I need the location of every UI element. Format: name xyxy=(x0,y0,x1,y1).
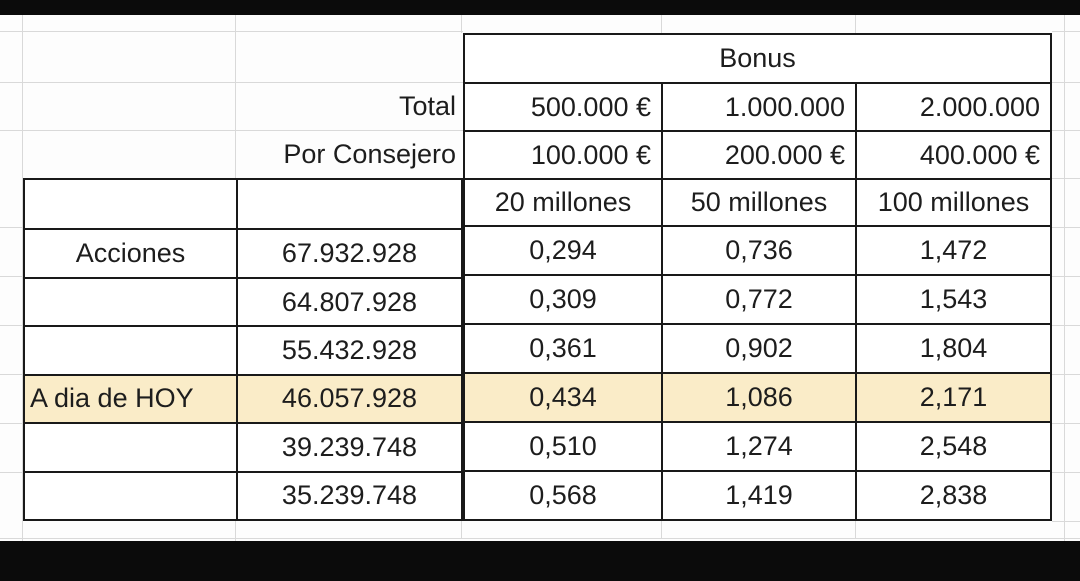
share-label-cell[interactable] xyxy=(25,325,236,373)
share-label-cell-hoy[interactable]: A dia de HOY xyxy=(25,373,236,423)
per-consejero-cell-100k[interactable]: 100.000 € xyxy=(465,130,661,178)
gridline xyxy=(1052,276,1080,277)
ratio-cell[interactable]: 0,510 xyxy=(465,421,661,470)
share-value-cell[interactable]: 39.239.748 xyxy=(236,422,461,471)
gridline xyxy=(235,15,236,178)
gridline xyxy=(1052,31,1080,32)
ratio-cell[interactable]: 0,736 xyxy=(661,225,855,274)
gridline xyxy=(461,521,462,539)
per-consejero-cell-200k[interactable]: 200.000 € xyxy=(661,130,855,178)
gridline xyxy=(235,521,236,541)
ratio-cell[interactable]: 1,419 xyxy=(661,470,855,519)
gridline xyxy=(1052,374,1080,375)
gridline xyxy=(1052,82,1080,83)
ratio-cell[interactable]: 1,472 xyxy=(855,225,1050,274)
share-table: Acciones 67.932.928 64.807.928 55.432.92… xyxy=(23,178,463,521)
share-label-cell[interactable] xyxy=(25,276,236,325)
share-value-cell-highlighted[interactable]: 46.057.928 xyxy=(236,373,461,423)
per-consejero-cell-400k[interactable]: 400.000 € xyxy=(855,130,1050,178)
gridline xyxy=(0,130,463,131)
bonus-total-cell-1m[interactable]: 1.000.000 xyxy=(661,82,855,130)
gridline xyxy=(1052,130,1080,131)
ratio-cell-highlighted[interactable]: 1,086 xyxy=(661,372,855,421)
share-label-cell-acciones[interactable]: Acciones xyxy=(25,228,236,276)
gridline xyxy=(1052,472,1080,473)
share-label-cell[interactable] xyxy=(25,180,236,228)
share-value-cell[interactable]: 35.239.748 xyxy=(236,470,461,519)
gridline xyxy=(661,15,662,33)
ratio-cell[interactable]: 1,804 xyxy=(855,323,1050,372)
gridline xyxy=(0,82,463,83)
gridline xyxy=(855,15,856,33)
threshold-cell-50m[interactable]: 50 millones xyxy=(661,178,855,225)
spreadsheet-grid: Total Por Consejero Bonus 500.000 € 1.00… xyxy=(0,15,1080,541)
ratio-cell-highlighted[interactable]: 0,434 xyxy=(465,372,661,421)
threshold-cell-100m[interactable]: 100 millones xyxy=(855,178,1050,225)
gridline xyxy=(1064,15,1065,541)
letterbox-top xyxy=(0,0,1080,15)
threshold-cell-20m[interactable]: 20 millones xyxy=(465,178,661,225)
share-value-cell[interactable]: 55.432.928 xyxy=(236,325,461,374)
cell-por-consejero-label[interactable]: Por Consejero xyxy=(283,138,456,169)
gridline xyxy=(0,276,23,277)
ratio-cell[interactable]: 0,294 xyxy=(465,225,661,274)
gridline xyxy=(661,521,662,539)
share-label-cell[interactable] xyxy=(25,422,236,470)
share-label-cell[interactable] xyxy=(25,470,236,519)
bonus-header-cell[interactable]: Bonus xyxy=(719,43,796,73)
gridline xyxy=(1052,178,1080,179)
share-value-cell[interactable] xyxy=(236,180,461,229)
gridline xyxy=(0,325,23,326)
share-value-cell[interactable]: 64.807.928 xyxy=(236,276,461,326)
gridline xyxy=(461,15,462,33)
ratio-cell-highlighted[interactable]: 2,171 xyxy=(855,372,1050,421)
gridline xyxy=(0,31,463,32)
gridline xyxy=(1052,227,1080,228)
gridline xyxy=(1052,521,1080,522)
ratio-cell[interactable]: 2,838 xyxy=(855,470,1050,519)
gridline xyxy=(22,15,23,541)
bonus-total-cell-500k[interactable]: 500.000 € xyxy=(465,82,661,130)
ratio-cell[interactable]: 0,568 xyxy=(465,470,661,519)
ratio-cell[interactable]: 1,274 xyxy=(661,421,855,470)
gridline xyxy=(0,227,23,228)
ratio-cell[interactable]: 0,361 xyxy=(465,323,661,372)
gridline xyxy=(0,374,23,375)
gridline xyxy=(1052,325,1080,326)
gridline xyxy=(0,538,1080,539)
share-value-cell[interactable]: 67.932.928 xyxy=(236,228,461,277)
bonus-table: Bonus 500.000 € 1.000.000 2.000.000 100.… xyxy=(463,33,1052,521)
ratio-cell[interactable]: 0,902 xyxy=(661,323,855,372)
gridline xyxy=(855,521,856,539)
ratio-cell[interactable]: 2,548 xyxy=(855,421,1050,470)
letterbox-bottom xyxy=(0,541,1080,581)
ratio-cell[interactable]: 0,309 xyxy=(465,274,661,323)
gridline xyxy=(0,472,23,473)
gridline xyxy=(1052,423,1080,424)
cell-total-label[interactable]: Total xyxy=(398,90,456,121)
bonus-total-cell-2m[interactable]: 2.000.000 xyxy=(855,82,1050,130)
gridline xyxy=(0,423,23,424)
ratio-cell[interactable]: 1,543 xyxy=(855,274,1050,323)
ratio-cell[interactable]: 0,772 xyxy=(661,274,855,323)
